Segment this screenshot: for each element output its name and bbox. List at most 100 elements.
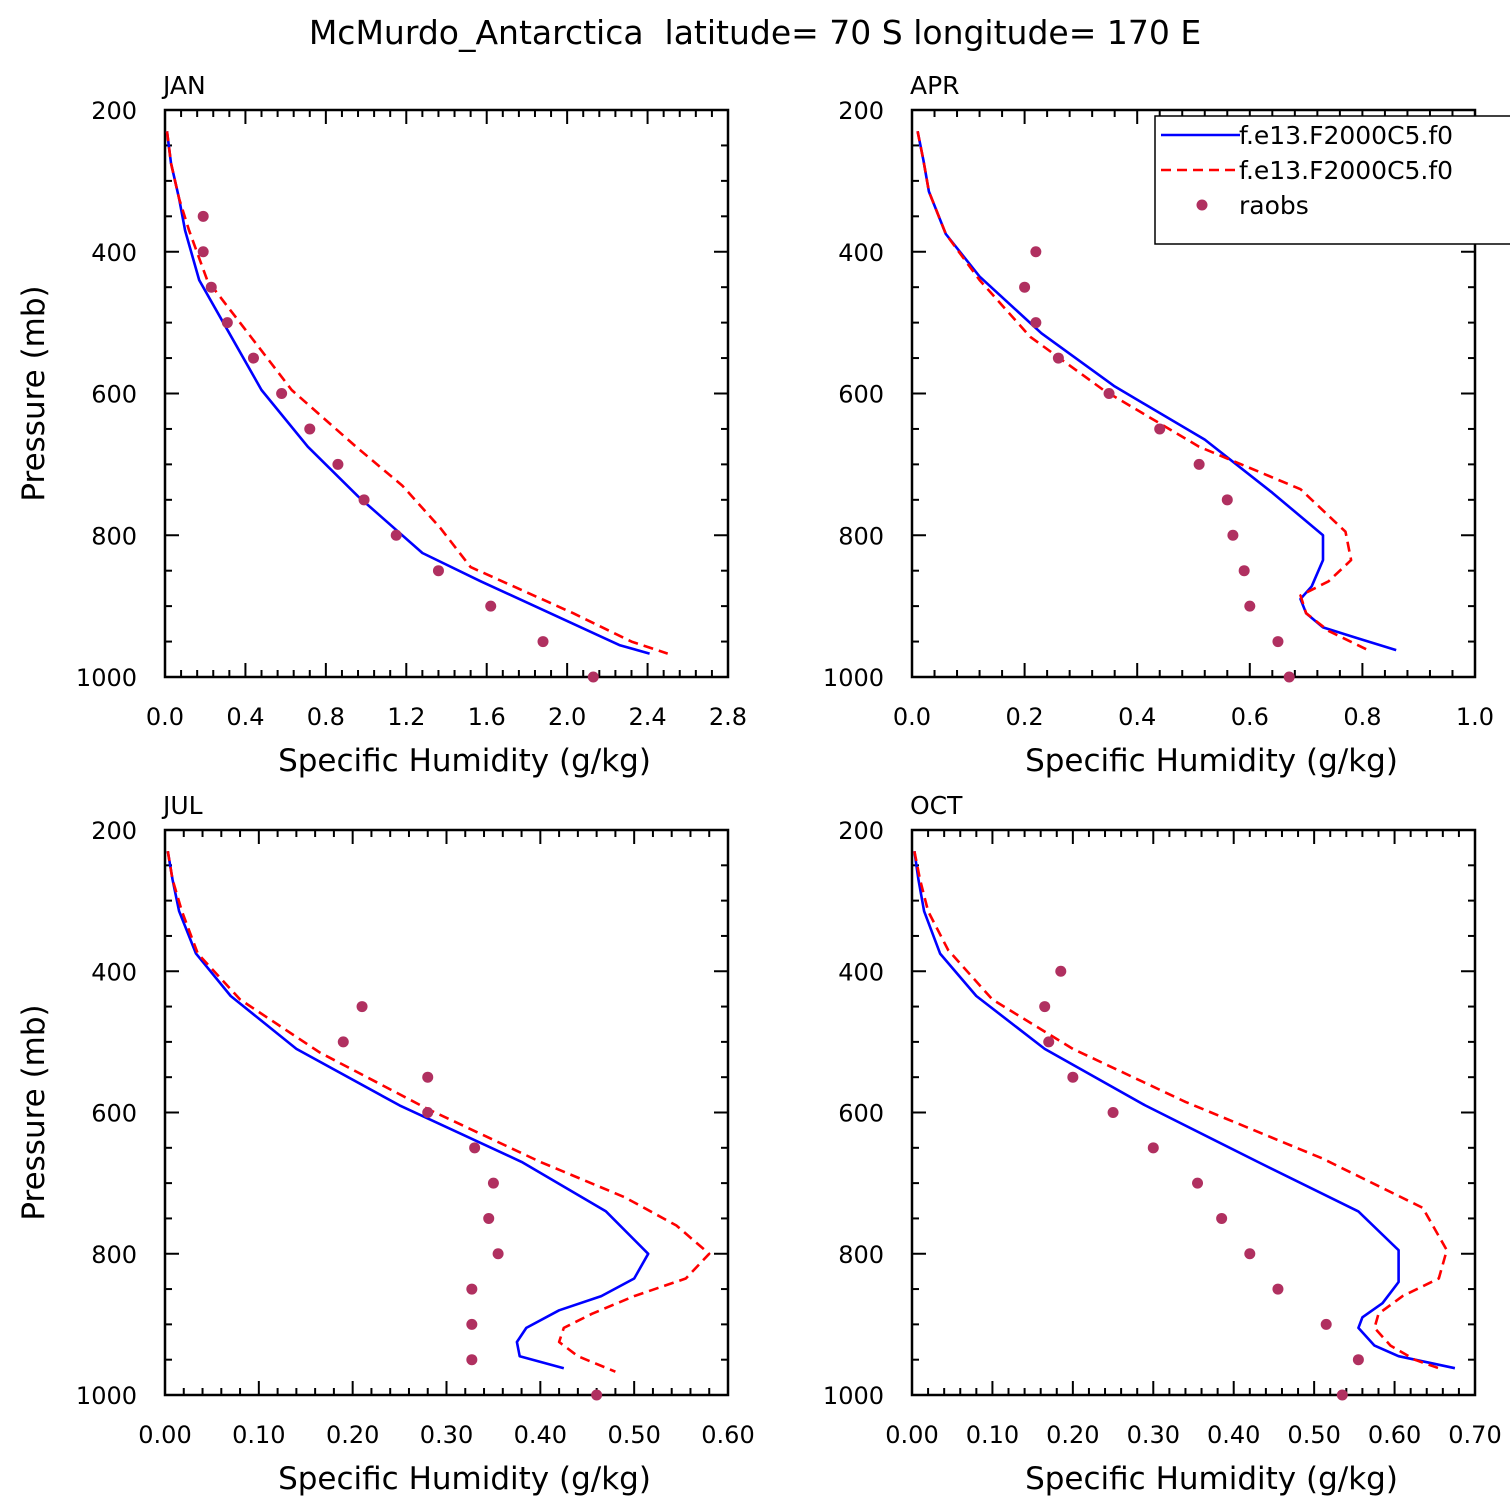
model-line-dashed <box>165 131 669 655</box>
x-tick-label: 2.4 <box>628 703 666 731</box>
legend-label: raobs <box>1239 191 1309 220</box>
raobs-markers <box>197 210 599 683</box>
raobs-point <box>1216 1212 1228 1224</box>
x-tick-label: 0.00 <box>885 1421 938 1449</box>
raobs-point <box>1244 1248 1256 1260</box>
raobs-point <box>1107 1107 1119 1118</box>
x-tick-label: 0.2 <box>1006 703 1044 731</box>
plot-frame <box>163 108 730 679</box>
model-line-dashed <box>913 850 1449 1370</box>
x-minor-ticks <box>164 830 729 1395</box>
model-line-dashed <box>166 850 711 1373</box>
legend-label: f.e13.F2000C5.f0 <box>1239 121 1453 150</box>
raobs-point <box>1039 1001 1051 1013</box>
raobs-point <box>422 1071 434 1083</box>
raobs-point <box>1283 671 1295 683</box>
series-group <box>916 131 1397 652</box>
raobs-point <box>356 1001 368 1013</box>
legend-marker-raobs <box>1196 199 1208 211</box>
y-tick-label: 200 <box>91 97 137 125</box>
x-tick-label: 0.20 <box>1046 1421 1099 1449</box>
x-tick-label: 0.0 <box>893 703 931 731</box>
panels: 0.0 0.4 0.8 1.2 1.6 2.0 2.4 2.8 200 400 600 800 1000… <box>16 71 1502 1497</box>
raobs-point <box>587 671 599 683</box>
raobs-point <box>537 636 549 648</box>
x-tick-label: 1.6 <box>468 703 506 731</box>
raobs-point <box>487 1177 499 1189</box>
model-line-dashed <box>916 131 1369 652</box>
raobs-point <box>1352 1354 1364 1366</box>
plot-frame <box>910 108 1477 679</box>
y-tick-label: 600 <box>838 1100 884 1128</box>
raobs-point <box>1320 1318 1332 1330</box>
raobs-point <box>469 1142 481 1154</box>
raobs-point <box>483 1212 495 1224</box>
x-tick-label: 0.60 <box>701 1421 754 1449</box>
x-axis-label: Specific Humidity (g/kg) <box>278 1461 651 1497</box>
series-group <box>166 850 711 1373</box>
raobs-point <box>1192 1177 1204 1189</box>
raobs-point <box>1067 1071 1079 1083</box>
figure-title: McMurdo_Antarctica latitude= 70 S longit… <box>309 13 1201 52</box>
raobs-point <box>332 458 344 470</box>
x-tick-label: 1.2 <box>387 703 425 731</box>
x-tick-label: 0.20 <box>326 1421 379 1449</box>
y-axis-label: Pressure (mb) <box>16 1004 52 1220</box>
raobs-point <box>591 1389 603 1401</box>
x-axis-label: Specific Humidity (g/kg) <box>1025 1461 1398 1497</box>
y-tick-label: 800 <box>838 522 884 550</box>
y-axis-label: Pressure (mb) <box>16 285 52 501</box>
y-tick-label: 400 <box>838 958 884 986</box>
raobs-point <box>466 1354 478 1366</box>
series-group <box>165 131 669 655</box>
raobs-point <box>1147 1142 1159 1154</box>
y-tick-label: 1000 <box>823 1382 884 1410</box>
y-tick-label: 800 <box>838 1241 884 1269</box>
raobs-point <box>1019 281 1031 293</box>
raobs-point <box>485 600 497 612</box>
y-tick-label: 1000 <box>76 664 137 692</box>
raobs-point <box>432 565 444 577</box>
raobs-markers <box>337 1001 603 1401</box>
x-tick-label: 0.50 <box>607 1421 660 1449</box>
model-line-solid <box>913 851 1456 1370</box>
y-tick-label: 800 <box>91 522 137 550</box>
raobs-point <box>1055 965 1067 977</box>
series-group <box>913 850 1456 1370</box>
raobs-point <box>1244 600 1256 612</box>
x-tick-label: 0.70 <box>1448 1421 1501 1449</box>
y-tick-label: 200 <box>838 97 884 125</box>
y-tick-label: 200 <box>838 817 884 845</box>
x-tick-label: 0.8 <box>307 703 345 731</box>
raobs-point <box>422 1107 434 1118</box>
x-tick-label: 0.30 <box>420 1421 473 1449</box>
y-tick-label: 400 <box>91 239 137 267</box>
x-tick-label: 0.4 <box>226 703 264 731</box>
raobs-point <box>1154 423 1166 435</box>
raobs-point <box>466 1318 478 1330</box>
raobs-point <box>247 352 259 364</box>
raobs-markers <box>1039 965 1364 1401</box>
raobs-point <box>197 246 209 258</box>
x-minor-ticks <box>911 830 1476 1395</box>
y-ticks <box>165 109 728 678</box>
panel-jul: 0.00 0.10 0.20 0.30 0.40 0.50 0.60 200 400 600 800… <box>16 791 755 1497</box>
model-line-solid <box>916 131 1397 652</box>
legend-box <box>1154 115 1510 245</box>
x-tick-label: 1.0 <box>1456 703 1494 731</box>
raobs-point <box>1103 388 1115 399</box>
x-tick-label: 0.50 <box>1287 1421 1340 1449</box>
raobs-markers <box>1019 246 1295 683</box>
raobs-point <box>1238 565 1250 577</box>
raobs-point <box>1272 1283 1284 1295</box>
plot-frame <box>910 828 1477 1397</box>
y-tick-label: 1000 <box>823 664 884 692</box>
raobs-point <box>1052 352 1064 364</box>
model-line-solid <box>165 131 650 655</box>
y-tick-label: 1000 <box>76 1382 137 1410</box>
y-tick-label: 800 <box>91 1241 137 1269</box>
raobs-point <box>337 1036 349 1048</box>
x-axis-label: Specific Humidity (g/kg) <box>1025 743 1398 779</box>
raobs-point <box>1043 1036 1055 1048</box>
